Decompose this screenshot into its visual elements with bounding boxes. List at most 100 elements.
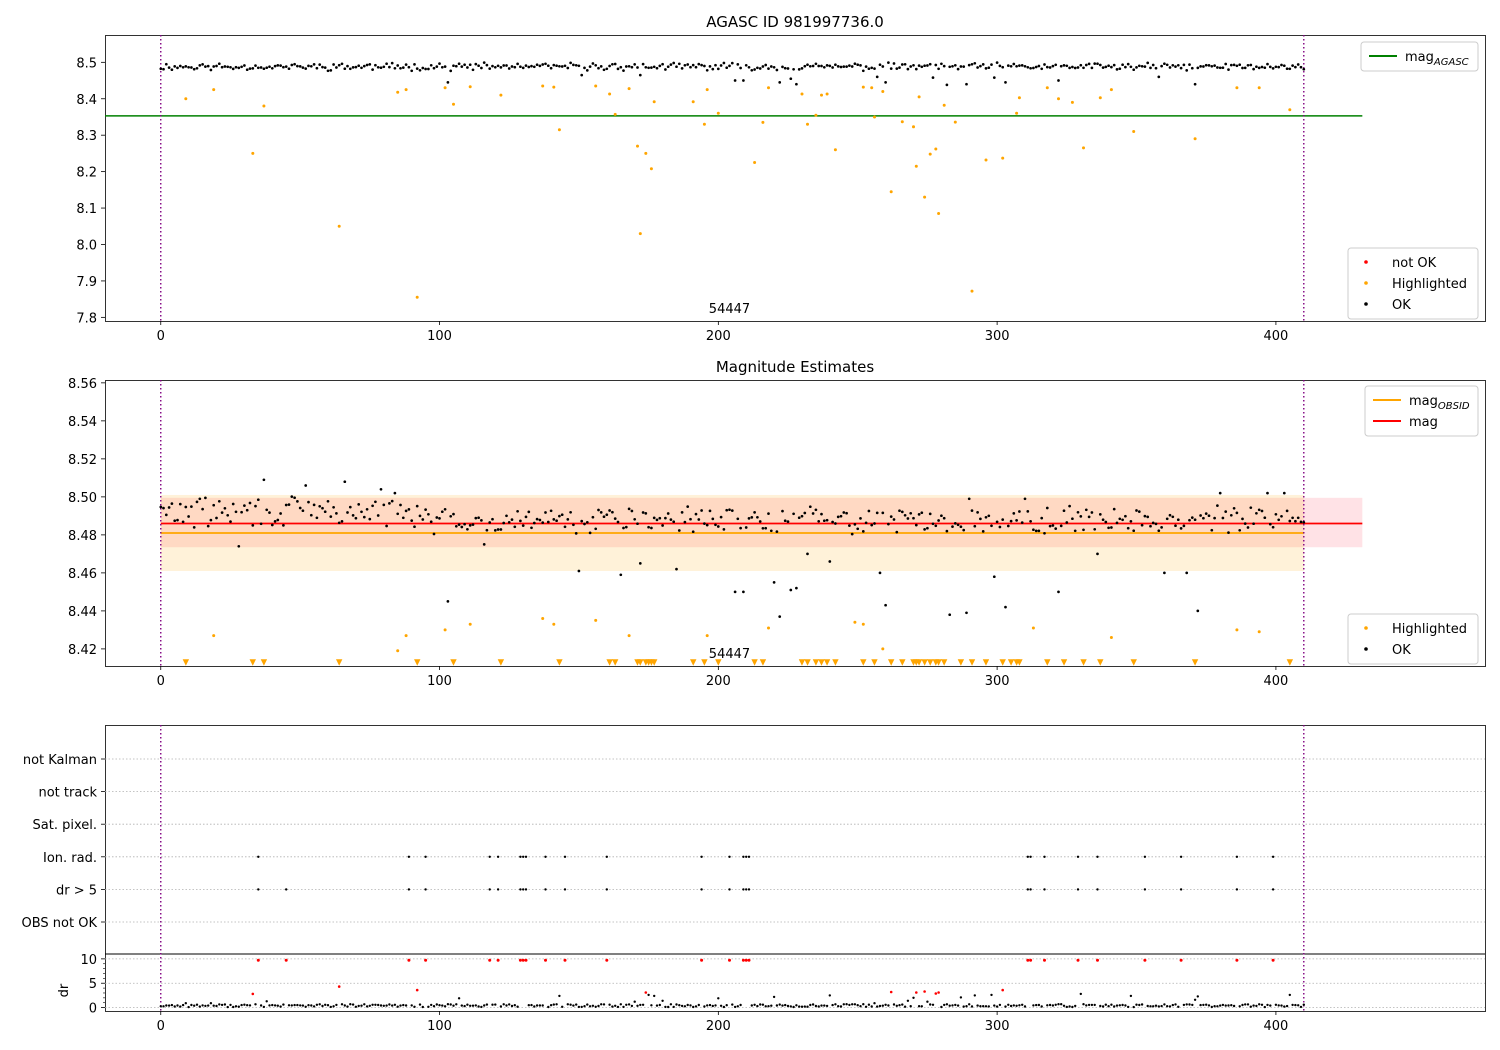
ok-point xyxy=(747,517,751,520)
flag-point xyxy=(1096,855,1099,858)
ok-point xyxy=(750,68,754,72)
panel-agasc-frame xyxy=(105,35,1486,322)
highlighted-point xyxy=(1015,111,1019,115)
ok-point xyxy=(284,65,288,68)
flag-point xyxy=(1043,855,1046,858)
dr-ok-point xyxy=(1154,1004,1158,1007)
dr-ok-point xyxy=(1104,1003,1108,1006)
dr-ok-point xyxy=(1280,1004,1283,1007)
ok-point xyxy=(1137,64,1141,68)
dr-ok-point xyxy=(611,1005,614,1008)
dr-clipped-point xyxy=(700,958,704,962)
ok-point xyxy=(772,581,776,584)
ok-point xyxy=(817,519,821,523)
ok-point xyxy=(1018,64,1021,67)
ok-point xyxy=(861,69,865,73)
ok-point xyxy=(580,73,584,77)
dr-ok-point xyxy=(1032,1004,1035,1007)
ok-point xyxy=(597,66,600,70)
dr-clipped-point xyxy=(1043,958,1046,962)
ok-point xyxy=(463,522,466,526)
dr-ok-point xyxy=(619,1003,622,1006)
ok-point xyxy=(538,64,542,68)
ok-point xyxy=(209,518,213,522)
ok-point xyxy=(1229,63,1233,67)
ok-point xyxy=(507,520,511,524)
clipped-highlighted-marker xyxy=(1130,659,1137,666)
highlighted-point xyxy=(1098,96,1102,100)
ok-point xyxy=(1154,66,1158,70)
ok-point xyxy=(647,525,650,529)
x-tick-label: 300 xyxy=(985,674,1010,689)
dr-ok-point xyxy=(1115,1004,1119,1007)
dr-ok-point xyxy=(1074,1004,1077,1008)
dr-ok-point xyxy=(452,1004,455,1007)
ok-point xyxy=(948,65,952,69)
ok-point xyxy=(1207,64,1211,67)
ok-point xyxy=(744,526,748,529)
ok-point xyxy=(532,65,536,69)
ok-point xyxy=(399,503,402,507)
dr-ok-point xyxy=(859,1005,862,1008)
ok-point xyxy=(1032,66,1035,70)
ok-point xyxy=(404,509,408,513)
ok-point xyxy=(1190,66,1194,70)
ok-point xyxy=(558,514,561,518)
highlighted-point xyxy=(1193,137,1197,141)
ok-point xyxy=(613,517,617,520)
dr-ok-point xyxy=(307,1004,310,1007)
dr-ok-point xyxy=(1168,1005,1172,1008)
ok-point xyxy=(1068,66,1071,70)
ok-point xyxy=(730,61,734,65)
ok-point xyxy=(781,65,784,69)
ok-point xyxy=(480,66,483,70)
dr-ok-point xyxy=(477,1005,480,1008)
flag-point xyxy=(728,855,731,858)
panel-mag-title: Magnitude Estimates xyxy=(716,358,874,376)
ok-point xyxy=(296,500,299,503)
highlighted-point xyxy=(594,618,598,622)
dr-ok-point xyxy=(410,1004,413,1007)
ok-point xyxy=(753,68,756,71)
highlighted-point xyxy=(594,84,598,88)
ok-point xyxy=(856,527,860,531)
ok-point xyxy=(1124,514,1127,518)
ok-point xyxy=(870,66,874,70)
ok-point xyxy=(630,65,634,69)
ok-point xyxy=(415,67,419,70)
ok-point xyxy=(1232,63,1236,67)
ok-point xyxy=(262,478,266,482)
ok-point xyxy=(984,515,988,519)
dr-ok-point xyxy=(876,1005,879,1008)
ok-point xyxy=(1213,516,1216,520)
ok-point xyxy=(747,65,751,69)
ok-point xyxy=(460,65,464,68)
highlighted-point xyxy=(984,158,988,162)
dr-ok-point xyxy=(312,1005,316,1008)
dr-ok-point xyxy=(600,1003,603,1006)
ok-point xyxy=(814,508,818,512)
ok-point xyxy=(544,511,547,514)
ok-point xyxy=(1115,68,1119,71)
ok-point xyxy=(315,66,319,70)
ok-point xyxy=(914,523,918,527)
dr-clipped-point xyxy=(1179,958,1183,962)
legend-label: mag xyxy=(1409,415,1438,430)
highlighted-point xyxy=(468,622,472,626)
dr-ok-point xyxy=(1135,1003,1138,1006)
dr-ok-point xyxy=(845,1003,848,1006)
x-tick-label: 100 xyxy=(427,674,452,689)
clipped-highlighted-marker xyxy=(1286,659,1294,666)
ok-point xyxy=(382,503,386,507)
ok-point xyxy=(374,500,377,504)
ok-point xyxy=(1285,509,1289,513)
dr-tick-label: 10 xyxy=(80,953,97,968)
ok-point xyxy=(700,63,703,67)
dr-ok-point xyxy=(187,1005,190,1009)
ok-point xyxy=(1110,526,1113,529)
ok-point xyxy=(449,69,453,73)
dr-ok-point xyxy=(466,1003,469,1006)
ok-point xyxy=(427,67,430,71)
ok-point xyxy=(1196,609,1200,613)
